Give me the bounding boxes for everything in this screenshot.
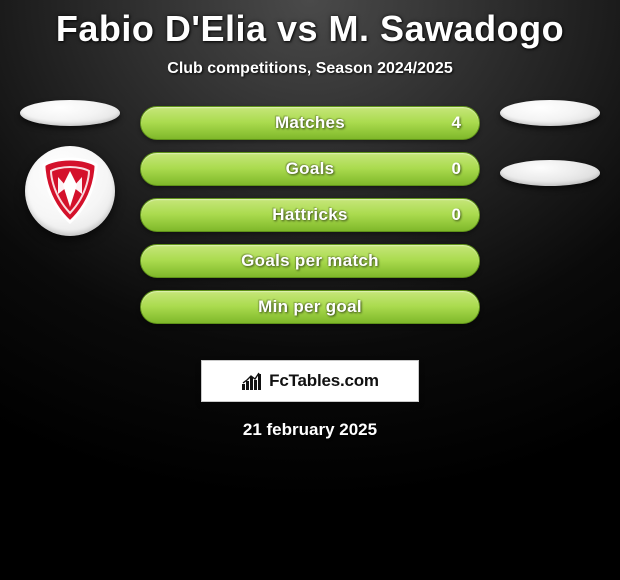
attribution-text: FcTables.com	[269, 371, 379, 391]
stat-bar-matches: Matches 4	[140, 106, 480, 140]
stat-label: Goals	[286, 159, 335, 179]
page-title: Fabio D'Elia vs M. Sawadogo	[0, 0, 620, 50]
comparison-area: Matches 4 Goals 0 Hattricks 0 Goals per …	[0, 106, 620, 346]
stat-bar-goals-per-match: Goals per match	[140, 244, 480, 278]
stat-bars: Matches 4 Goals 0 Hattricks 0 Goals per …	[140, 106, 480, 336]
stat-right-value: 4	[452, 113, 461, 133]
player-photo-left-placeholder	[20, 100, 120, 126]
shield-icon	[40, 157, 100, 225]
bar-chart-icon	[241, 371, 263, 391]
stat-bar-goals: Goals 0	[140, 152, 480, 186]
stat-right-value: 0	[452, 159, 461, 179]
subtitle: Club competitions, Season 2024/2025	[0, 60, 620, 78]
date-text: 21 february 2025	[0, 420, 620, 440]
right-player-col	[498, 100, 602, 202]
stat-label: Min per goal	[258, 297, 362, 317]
stat-label: Matches	[275, 113, 345, 133]
club-logo-right-placeholder	[500, 160, 600, 186]
stat-bar-hattricks: Hattricks 0	[140, 198, 480, 232]
player-photo-right-placeholder	[500, 100, 600, 126]
stat-bar-min-per-goal: Min per goal	[140, 290, 480, 324]
stat-right-value: 0	[452, 205, 461, 225]
stat-label: Hattricks	[272, 205, 347, 225]
club-logo-left	[25, 146, 115, 236]
left-player-col	[18, 100, 122, 236]
attribution-badge: FcTables.com	[201, 360, 419, 402]
stat-label: Goals per match	[241, 251, 379, 271]
